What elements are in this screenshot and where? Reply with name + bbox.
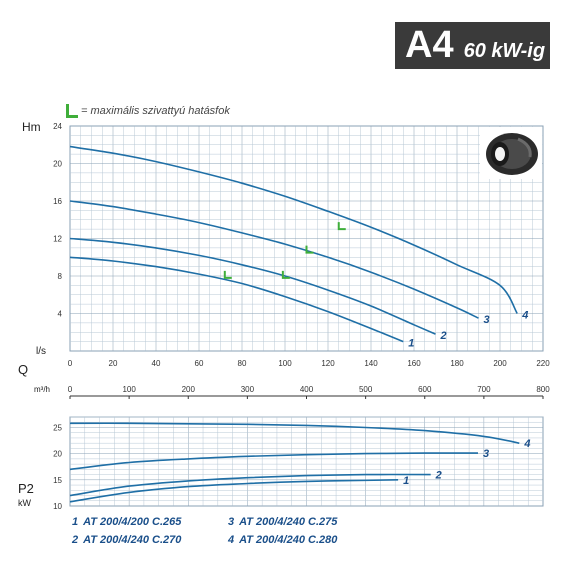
model-entry: 1 AT 200/4/200 C.265	[72, 516, 181, 528]
power-curve-4	[69, 422, 520, 444]
head-x-tick: 220	[536, 359, 550, 368]
head-curve-label-4: 4	[521, 310, 528, 322]
head-x-tick: 80	[238, 359, 247, 368]
model-number: 1	[72, 516, 79, 528]
head-y-tick: 4	[58, 310, 63, 319]
power-y-tick: 15	[53, 476, 62, 485]
model-name: AT 200/4/240 C.275	[239, 516, 338, 528]
model-entry: 2 AT 200/4/240 C.270	[72, 534, 181, 546]
model-number: 4	[228, 534, 235, 546]
head-curve-3	[69, 200, 479, 319]
secondary-axis-tick: 400	[300, 385, 314, 394]
secondary-axis-tick: 800	[536, 385, 550, 394]
power-curve-2	[69, 473, 431, 497]
secondary-axis-tick: 200	[182, 385, 196, 394]
head-x-tick: 160	[407, 359, 421, 368]
head-curve-label-2: 2	[440, 330, 447, 342]
flow-axis-label: Q	[18, 362, 28, 377]
efficiency-marker-1	[223, 270, 232, 279]
head-curve-2	[69, 237, 436, 335]
power-curve-label-1: 1	[403, 475, 409, 487]
head-y-label: Hm	[22, 120, 41, 134]
head-curve-1	[69, 256, 404, 343]
head-curve-label-3: 3	[484, 314, 490, 326]
efficiency-marker-3	[305, 245, 314, 254]
head-y-tick: 8	[58, 272, 63, 281]
power-curve-label-4: 4	[523, 438, 530, 450]
secondary-axis-tick: 700	[477, 385, 491, 394]
head-x-tick: 20	[109, 359, 118, 368]
secondary-axis-tick: 600	[418, 385, 432, 394]
head-x-tick: 40	[152, 359, 161, 368]
model-code: A4	[405, 24, 454, 66]
model-entry: 3 AT 200/4/240 C.275	[228, 516, 337, 528]
efficiency-legend-text: = maximális szivattyú hatásfok	[81, 105, 230, 117]
power-y-unit: kW	[18, 498, 32, 508]
head-curve-4	[69, 145, 518, 314]
model-badge: A4 60 kW-ig	[395, 22, 550, 69]
efficiency-marker-icon	[66, 104, 78, 118]
head-x-tick: 0	[68, 359, 73, 368]
power-label: 60 kW-ig	[463, 40, 546, 62]
efficiency-legend: = maximális szivattyú hatásfok	[66, 104, 230, 118]
secondary-axis-unit: m³/h	[34, 385, 50, 394]
model-name: AT 200/4/240 C.270	[83, 534, 182, 546]
head-y-tick: 12	[53, 235, 62, 244]
head-y-tick: 20	[53, 160, 62, 169]
model-name: AT 200/4/200 C.265	[83, 516, 182, 528]
model-number: 3	[228, 516, 235, 528]
power-y-tick: 20	[53, 450, 62, 459]
head-y-tick: 24	[53, 122, 62, 131]
power-curve-label-3: 3	[483, 448, 489, 460]
power-curve-1	[69, 479, 399, 503]
power-curve-3	[69, 452, 479, 471]
model-number: 2	[72, 534, 79, 546]
efficiency-marker-4	[337, 222, 346, 231]
head-y-tick: 16	[53, 197, 62, 206]
model-entry: 4 AT 200/4/240 C.280	[228, 534, 337, 546]
secondary-axis-tick: 100	[122, 385, 136, 394]
secondary-axis-tick: 500	[359, 385, 373, 394]
secondary-axis-tick: 300	[241, 385, 255, 394]
power-y-label: P2	[18, 481, 34, 496]
power-y-tick: 10	[53, 502, 62, 511]
head-x-tick: 100	[278, 359, 292, 368]
head-x-tick: 200	[493, 359, 507, 368]
head-x-tick: 180	[450, 359, 464, 368]
head-x-tick: 140	[364, 359, 378, 368]
efficiency-marker-2	[281, 270, 290, 279]
head-x-tick: 120	[321, 359, 335, 368]
pump-impeller-image	[480, 127, 542, 179]
head-curve-label-1: 1	[408, 338, 414, 350]
secondary-axis-tick: 0	[68, 385, 73, 394]
head-x-label: l/s	[36, 346, 46, 357]
power-curve-label-2: 2	[435, 470, 442, 482]
power-y-tick: 25	[53, 423, 62, 432]
model-name: AT 200/4/240 C.280	[239, 534, 338, 546]
head-x-tick: 60	[195, 359, 204, 368]
